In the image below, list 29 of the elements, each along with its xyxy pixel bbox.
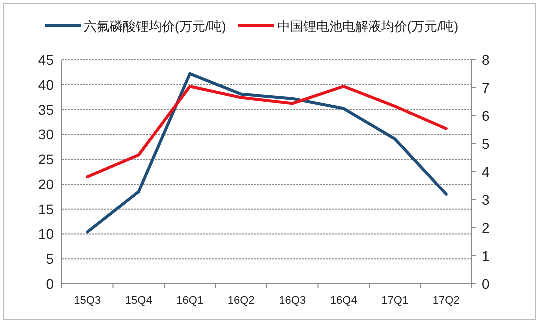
x-tick-label: 15Q4	[125, 295, 152, 307]
y2-tick-label: 3	[482, 192, 490, 208]
y2-tick-label: 2	[482, 220, 490, 236]
x-tick-label: 17Q1	[382, 295, 409, 307]
y-tick-label: 5	[46, 251, 54, 268]
x-tick-label: 15Q3	[74, 295, 102, 307]
y-tick-label: 15	[38, 201, 54, 218]
x-tick-label: 16Q4	[330, 295, 358, 307]
legend-label: 中国锂电池电解液均价(万元/吨)	[277, 19, 459, 34]
x-tick-label: 16Q3	[279, 295, 306, 307]
y-tick-label: 10	[38, 226, 54, 242]
y2-tick-label: 5	[482, 136, 490, 152]
y2-tick-label: 1	[482, 248, 490, 264]
y-tick-label: 20	[38, 176, 54, 192]
x-tick-label: 17Q2	[432, 295, 460, 307]
x-tick-label: 16Q1	[176, 295, 204, 307]
y2-tick-label: 8	[482, 52, 490, 68]
y-tick-label: 25	[38, 152, 54, 168]
y-tick-label: 30	[38, 126, 54, 143]
legend-label: 六氟磷酸锂均价(万元/吨)	[84, 19, 226, 34]
y2-tick-label: 0	[482, 276, 490, 292]
y2-tick-label: 7	[482, 80, 490, 96]
y-tick-label: 0	[46, 276, 54, 292]
y2-tick-label: 6	[482, 108, 490, 124]
y-tick-label: 35	[38, 102, 54, 118]
y-tick-label: 40	[38, 76, 54, 93]
x-tick-label: 16Q2	[228, 295, 255, 307]
y-tick-label: 45	[38, 52, 54, 68]
y2-tick-label: 4	[482, 164, 490, 180]
